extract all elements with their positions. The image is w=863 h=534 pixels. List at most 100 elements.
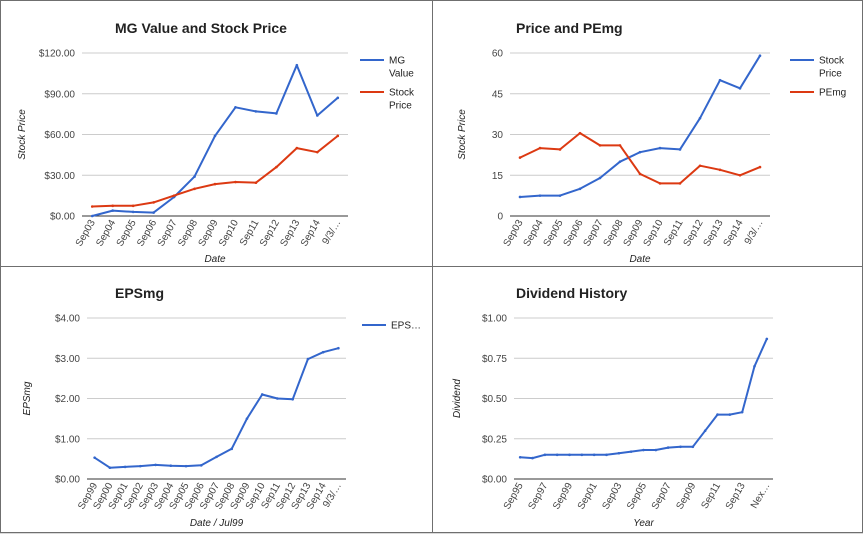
y-tick-label: 0 [497, 212, 503, 223]
chart-svg: Dividend History $0.00 $0.25 $0.50 $0.75 $1.0… [452, 285, 773, 529]
data-point [316, 150, 319, 154]
data-point [738, 87, 742, 90]
x-tick-label: 9/3/… [320, 218, 343, 247]
data-point [295, 146, 299, 150]
x-tick-label: Sep09 [674, 481, 698, 512]
data-point [337, 346, 340, 350]
x-tick-label: Sep14 [299, 218, 323, 249]
y-tick-label: $0.00 [50, 212, 75, 223]
data-point [276, 397, 279, 400]
data-point [321, 350, 325, 354]
data-point [638, 172, 642, 176]
chart-panel-mg-value: MG Value and Stock Price $0.00 $30.00 $60.0… [0, 0, 433, 267]
y-tick-label: $2.00 [55, 394, 80, 405]
y-tick-label: 45 [492, 89, 504, 100]
data-point [169, 464, 173, 468]
x-axis-title: Year [633, 518, 654, 529]
data-point [213, 182, 217, 186]
x-tick-label: Sep97 [526, 481, 550, 512]
chart-panel-epsmg: EPSmg $0.00 $1.00 $2.00 $3.00 $4.00 Sep99 Sep00… [0, 266, 433, 533]
data-point [336, 134, 340, 138]
data-point [642, 448, 645, 452]
legend-label: PEmg [819, 88, 846, 99]
x-tick-label: Sep10 [217, 218, 241, 249]
data-point [698, 116, 702, 120]
legend-label: Value [389, 69, 414, 80]
data-point [703, 429, 707, 432]
data-point [558, 194, 562, 197]
legend-label: Stock [389, 88, 415, 99]
data-point [679, 445, 682, 449]
data-point [291, 398, 294, 401]
data-point [658, 146, 662, 150]
data-point [199, 464, 203, 467]
data-point [666, 446, 670, 449]
data-point [580, 453, 584, 457]
chart-panel-price-pemg: Price and PEmg 0 15 30 45 60 Sep03 Sep04 Sep05 Se… [432, 0, 863, 267]
data-point [718, 78, 722, 82]
legend-label: Stock [819, 56, 845, 67]
y-tick-label: 30 [492, 130, 504, 141]
data-point [518, 195, 522, 199]
legend-label: MG [389, 56, 405, 67]
chart-title: Price and PEmg [516, 20, 623, 36]
series-line-eps [93, 347, 340, 469]
data-point [654, 448, 658, 452]
data-point [234, 180, 237, 184]
chart-svg: Price and PEmg015304560Sep03Sep04Sep05Se… [457, 20, 846, 265]
y-tick-label: $0.00 [55, 475, 80, 486]
y-tick-label: $0.50 [482, 394, 507, 405]
data-point [172, 194, 176, 197]
data-point [111, 204, 114, 208]
data-point [139, 464, 142, 468]
data-point [152, 211, 155, 214]
x-tick-label: Sep14 [722, 218, 746, 249]
x-tick-label: Sep05 [625, 481, 649, 512]
data-point [215, 455, 218, 459]
data-point [617, 451, 621, 455]
data-point [306, 357, 310, 361]
y-tick-label: $1.00 [55, 434, 80, 445]
data-point [728, 413, 732, 416]
y-axis-title: EPSmg [22, 381, 33, 415]
y-tick-label: $4.00 [55, 314, 80, 325]
data-point [678, 182, 682, 185]
data-point [765, 337, 769, 341]
data-point [131, 210, 135, 214]
y-axis-title: Stock Price [457, 109, 468, 160]
data-point [518, 156, 522, 159]
series-line-pemg [519, 132, 761, 185]
y-tick-label: $1.00 [482, 314, 507, 325]
data-point [758, 165, 762, 169]
data-point [691, 445, 695, 449]
data-point [718, 168, 722, 172]
data-point [275, 112, 278, 115]
data-point [108, 466, 112, 470]
data-point [193, 175, 196, 178]
data-point [738, 173, 742, 177]
data-point [123, 465, 127, 469]
data-point [336, 96, 340, 100]
data-point [578, 131, 582, 135]
chart-title: EPSmg [115, 285, 164, 301]
series-line-stock-price [519, 54, 761, 198]
y-tick-label: $0.75 [482, 354, 507, 365]
data-point [555, 453, 559, 457]
data-point [753, 365, 756, 368]
x-axis-title: Date [629, 254, 651, 265]
data-point [193, 187, 196, 191]
x-tick-label: Nex… [749, 481, 772, 511]
x-tick-label: Sep03 [600, 481, 624, 512]
data-point [538, 146, 542, 150]
data-point [598, 176, 602, 180]
data-point [698, 164, 702, 168]
x-tick-label: Sep07 [650, 481, 674, 512]
y-tick-label: $3.00 [55, 354, 80, 365]
y-tick-label: $30.00 [44, 171, 75, 182]
x-tick-label: Sep13 [724, 481, 748, 512]
x-tick-label: Sep11 [699, 481, 723, 511]
data-point [638, 150, 642, 154]
y-tick-label: $120.00 [39, 49, 76, 60]
data-point [538, 194, 542, 197]
y-tick-label: $0.00 [482, 475, 507, 486]
